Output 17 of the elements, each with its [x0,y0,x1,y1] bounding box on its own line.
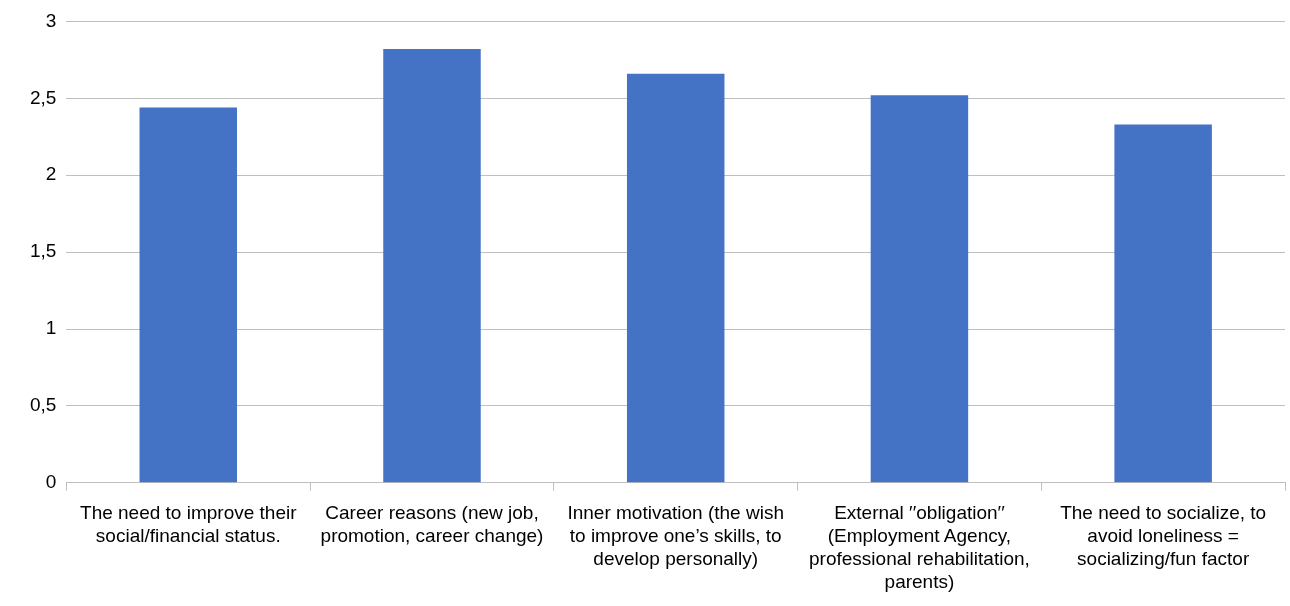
y-tick-label: 2,5 [29,86,57,108]
y-tick-label: 0 [45,471,57,493]
y-tick-label: 3 [45,9,57,31]
x-tick-label: The need to improve their social/financial status. [80,502,298,547]
bar [383,49,481,483]
x-tick-label: External ′′obligation′′ (Employment Agency, professional rehabilitation, parents) [809,502,1030,592]
y-tick-label: 1 [45,317,57,339]
x-tick-label: Inner motivation (the wish to improve one’s skills, to develop personally) [567,502,784,570]
bar [626,73,725,483]
bar [139,107,238,483]
y-tick-label: 1,5 [29,240,57,262]
x-tick-label: The need to socialize, to avoid loneliness = socializing/fun factor [1060,502,1267,570]
bar [870,95,969,483]
y-tick-label: 2 [45,163,57,185]
y-tick-label: 0,5 [29,394,57,416]
bar [1114,124,1212,483]
x-tick-label: Career reasons (new job, promotion, career change) [320,502,544,547]
